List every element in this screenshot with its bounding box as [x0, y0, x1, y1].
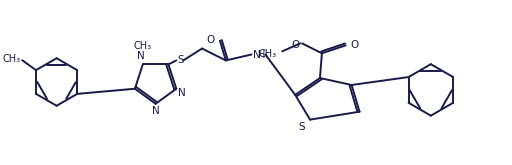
Text: H: H	[258, 50, 265, 61]
Text: O: O	[207, 35, 215, 45]
Text: S: S	[299, 122, 306, 132]
Text: CH₃: CH₃	[134, 41, 152, 51]
Text: O: O	[351, 40, 359, 50]
Text: N: N	[252, 50, 260, 61]
Text: S: S	[177, 55, 184, 66]
Text: CH₃: CH₃	[2, 54, 20, 64]
Text: N: N	[137, 51, 145, 62]
Text: N: N	[178, 88, 186, 98]
Text: N: N	[152, 106, 159, 116]
Text: O: O	[291, 40, 299, 50]
Text: CH₃: CH₃	[258, 49, 276, 59]
